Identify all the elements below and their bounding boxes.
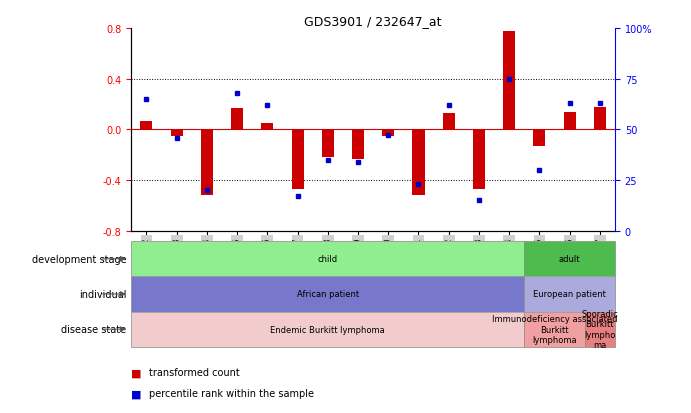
Bar xyxy=(585,312,615,347)
Text: European patient: European patient xyxy=(533,290,606,299)
Text: transformed count: transformed count xyxy=(149,368,239,377)
Text: African patient: African patient xyxy=(296,290,359,299)
Bar xyxy=(443,114,455,130)
Text: individual: individual xyxy=(79,289,126,299)
Text: ■: ■ xyxy=(131,388,142,398)
Bar xyxy=(524,277,615,312)
Bar xyxy=(382,130,395,136)
Bar xyxy=(473,130,485,190)
Bar xyxy=(231,109,243,130)
Title: GDS3901 / 232647_at: GDS3901 / 232647_at xyxy=(305,15,442,28)
Text: Immunodeficiency associated
Burkitt
lymphoma: Immunodeficiency associated Burkitt lymp… xyxy=(492,315,617,344)
Bar xyxy=(533,130,545,147)
Text: adult: adult xyxy=(559,255,580,263)
Bar xyxy=(352,130,364,159)
Bar xyxy=(322,130,334,158)
Text: disease state: disease state xyxy=(61,324,126,335)
Text: Endemic Burkitt lymphoma: Endemic Burkitt lymphoma xyxy=(270,325,385,334)
Bar xyxy=(140,121,153,130)
Bar xyxy=(292,130,303,190)
Bar xyxy=(524,242,615,277)
Bar xyxy=(524,312,585,347)
Text: ■: ■ xyxy=(131,368,142,377)
Text: child: child xyxy=(318,255,338,263)
Bar xyxy=(131,277,524,312)
Text: development stage: development stage xyxy=(32,254,126,264)
Bar xyxy=(503,31,515,130)
Bar xyxy=(413,130,424,196)
Bar xyxy=(564,112,576,130)
Bar xyxy=(594,107,606,130)
Bar xyxy=(261,124,274,130)
Bar xyxy=(201,130,213,196)
Bar xyxy=(131,242,524,277)
Bar xyxy=(171,130,182,136)
Bar xyxy=(131,312,524,347)
Text: Sporadic
Burkitt
lympho
ma: Sporadic Burkitt lympho ma xyxy=(582,309,618,349)
Text: percentile rank within the sample: percentile rank within the sample xyxy=(149,388,314,398)
